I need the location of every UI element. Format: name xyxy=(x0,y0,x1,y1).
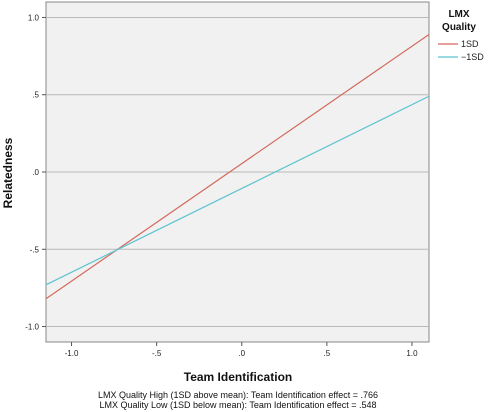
y-tick-label: 1.0 xyxy=(28,13,40,22)
legend: LMX Quality 1SD −1SD xyxy=(438,9,484,62)
annotation-low: LMX Quality Low (1SD below mean): Team I… xyxy=(99,400,376,410)
legend-label-1sd: 1SD xyxy=(461,39,479,49)
y-axis-title: Relatedness xyxy=(1,137,15,208)
series-line-minus-1sd xyxy=(45,95,430,286)
annotation-high: LMX Quality High (1SD above mean): Team … xyxy=(98,390,378,400)
legend-title-line-1: LMX xyxy=(448,9,469,20)
grid-lines xyxy=(46,16,429,328)
x-tick-label: -.5 xyxy=(152,349,162,358)
y-tick-label: .5 xyxy=(32,91,39,100)
x-tick-label: .0 xyxy=(238,349,245,358)
y-tick-label: -.5 xyxy=(30,245,40,254)
y-tick-label: .0 xyxy=(32,168,39,177)
x-axis-ticks: -1.0 -.5 .0 .5 1.0 xyxy=(65,342,418,358)
x-tick-label: .5 xyxy=(324,349,331,358)
x-tick-label: -1.0 xyxy=(65,349,79,358)
series-line-1sd xyxy=(45,33,430,300)
y-axis-ticks: 1.0 .5 .0 -.5 -1.0 xyxy=(25,13,46,332)
legend-label-minus-1sd: −1SD xyxy=(461,52,484,62)
x-axis-title: Team Identification xyxy=(184,370,292,384)
x-tick-label: 1.0 xyxy=(406,349,418,358)
y-tick-label: -1.0 xyxy=(25,323,39,332)
legend-title-line-2: Quality xyxy=(442,22,476,33)
series-lines xyxy=(45,33,430,300)
